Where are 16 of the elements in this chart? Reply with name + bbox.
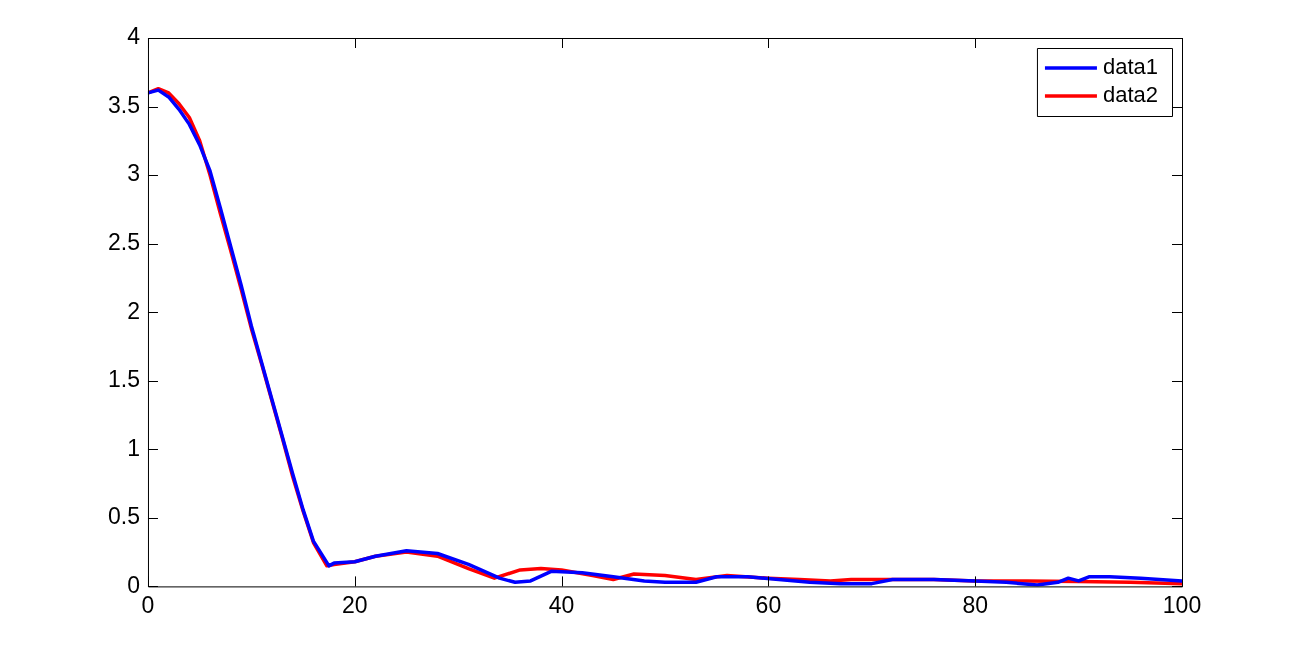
y-tick-label: 2: [127, 297, 140, 324]
legend-label: data1: [1102, 54, 1159, 80]
y-tick-label: 4: [127, 23, 141, 50]
y-tick-label: 0: [127, 571, 140, 598]
y-tick-label: 3: [127, 160, 140, 187]
x-tick-label: 40: [548, 591, 575, 618]
x-tick-label: 100: [1162, 591, 1202, 618]
y-tick-label: 0.5: [107, 503, 140, 530]
y-tick-label: 2.5: [107, 228, 140, 255]
x-tick-label: 20: [341, 591, 368, 618]
x-tick-label: 60: [755, 591, 782, 618]
y-tick-label: 1.5: [107, 366, 140, 393]
y-tick-label: 1: [127, 434, 140, 461]
legend-label: data2: [1102, 82, 1159, 108]
y-tick-label: 3.5: [107, 91, 140, 118]
x-tick-label: 80: [962, 591, 988, 618]
